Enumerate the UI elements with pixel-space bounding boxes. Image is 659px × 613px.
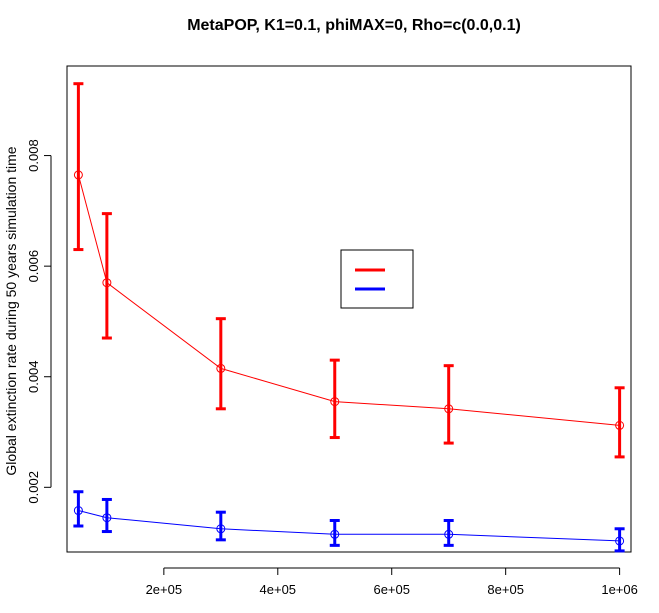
y-tick-label: 0.004 xyxy=(26,360,41,393)
series-1 xyxy=(73,82,625,459)
x-tick-label: 6e+05 xyxy=(373,582,410,597)
series-line xyxy=(78,510,620,542)
x-tick-label: 1e+06 xyxy=(601,582,638,597)
y-tick-label: 0.006 xyxy=(26,250,41,283)
y-tick-label: 0.002 xyxy=(26,471,41,504)
data-point xyxy=(444,404,454,414)
series-layer xyxy=(73,82,625,553)
x-tick-label: 4e+05 xyxy=(260,582,297,597)
x-tick-label: 8e+05 xyxy=(487,582,524,597)
legend xyxy=(340,249,414,309)
x-axis: 2e+05 4e+05 6e+05 8e+05 1e+06 xyxy=(146,567,638,597)
data-point xyxy=(73,506,83,516)
x-tick-label: 2e+05 xyxy=(146,582,183,597)
series-line xyxy=(77,174,620,426)
data-point xyxy=(102,513,112,523)
chart-title: MetaPOP, K1=0.1, phiMAX=0, Rho=c(0.0,0.1… xyxy=(187,17,521,34)
plot-frame xyxy=(66,65,632,553)
legend-box xyxy=(340,249,414,309)
data-point xyxy=(73,170,83,180)
data-point xyxy=(330,397,340,407)
data-point xyxy=(615,536,625,546)
data-point xyxy=(615,420,625,430)
data-point xyxy=(444,529,454,539)
data-point xyxy=(102,278,112,288)
data-point xyxy=(216,363,226,373)
data-point xyxy=(330,529,340,539)
series-2 xyxy=(73,490,625,553)
data-point xyxy=(216,524,226,534)
y-tick-label: 0.008 xyxy=(26,139,41,172)
y-axis-label: Global extinction rate during 50 years s… xyxy=(3,146,19,475)
y-axis: 0.002 0.004 0.006 0.008 xyxy=(26,139,52,504)
